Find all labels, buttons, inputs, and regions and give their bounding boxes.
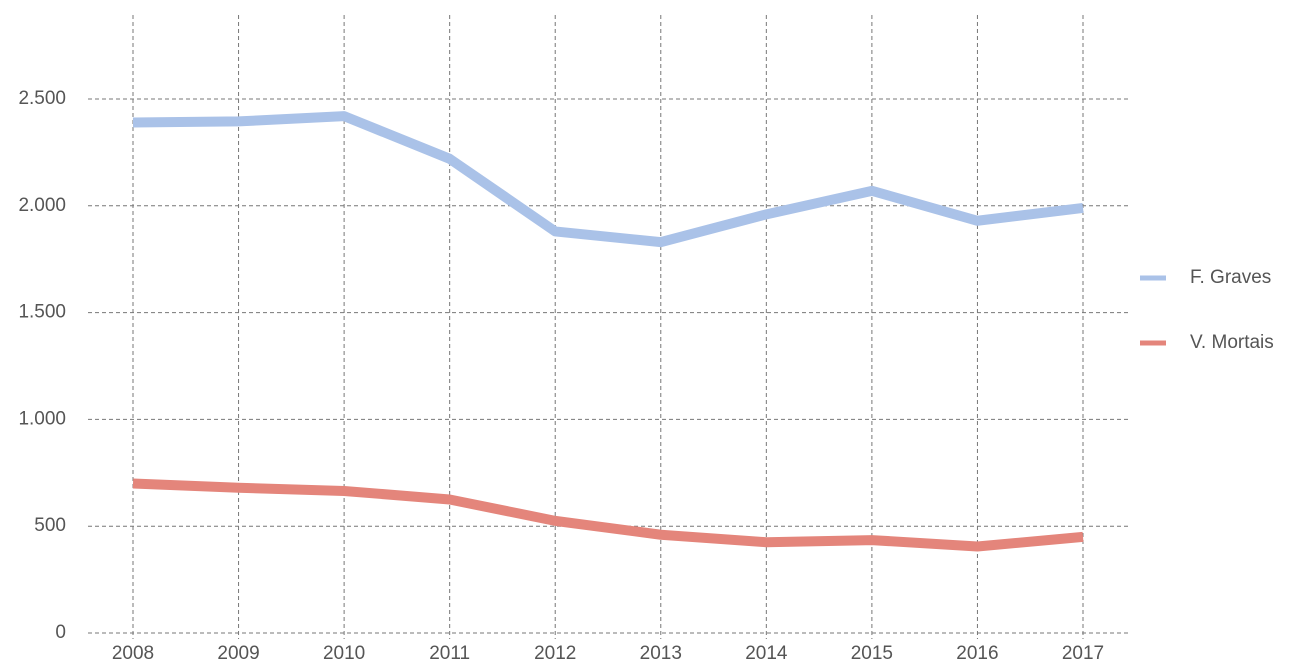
y-tick-label: 0 [55, 622, 66, 643]
series-line [132, 478, 1084, 552]
legend-label: F. Graves [1190, 267, 1271, 288]
legend-label: V. Mortais [1190, 332, 1274, 353]
x-tick-label: 2010 [323, 643, 365, 664]
x-tick-label: 2016 [956, 643, 998, 664]
x-tick-label: 2017 [1062, 643, 1104, 664]
x-tick-label: 2015 [851, 643, 893, 664]
y-tick-label: 1.000 [18, 408, 66, 429]
x-tick-label: 2009 [217, 643, 259, 664]
x-tick-label: 2013 [640, 643, 682, 664]
y-tick-label: 2.000 [18, 195, 66, 216]
x-tick-label: 2014 [745, 643, 788, 664]
x-tick-label: 2008 [112, 643, 154, 664]
x-tick-label: 2012 [534, 643, 576, 664]
series-line [132, 111, 1084, 248]
x-tick-label: 2011 [429, 643, 470, 664]
y-tick-label: 500 [34, 515, 66, 536]
y-tick-label: 2.500 [18, 88, 66, 109]
y-tick-label: 1.500 [18, 302, 66, 323]
